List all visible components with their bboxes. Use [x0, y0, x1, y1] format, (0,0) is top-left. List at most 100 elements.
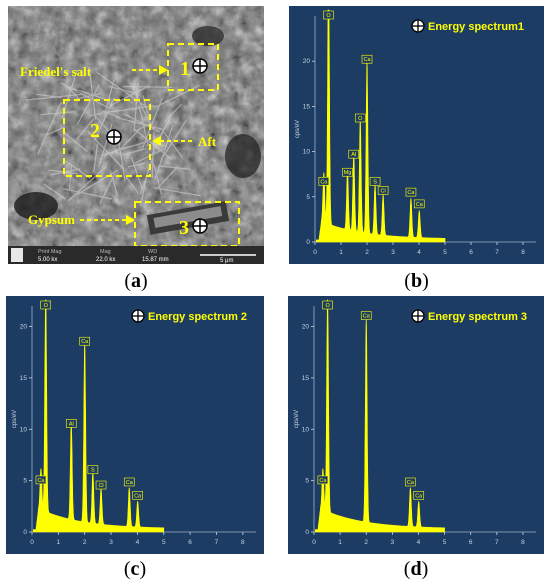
x-tick-label: 2	[83, 539, 87, 546]
x-tick-label: 8	[521, 539, 525, 546]
x-tick-label: 3	[391, 539, 395, 546]
x-tick-label: 6	[469, 249, 473, 256]
peak-label: Al	[348, 149, 360, 159]
y-tick-label: 15	[302, 375, 310, 382]
peak-label-box	[342, 167, 353, 177]
peak-label-text: Al	[69, 421, 74, 427]
sem-needle	[63, 83, 79, 98]
peak-label-box	[405, 477, 416, 487]
peak-label-box	[413, 199, 425, 209]
peak-label-text: Ca	[319, 478, 327, 484]
y-tick-label: 15	[20, 375, 28, 382]
sem-needle	[129, 81, 154, 130]
sem-needle	[88, 67, 97, 120]
y-tick-label: 10	[303, 149, 311, 156]
arrowhead-icon	[152, 136, 161, 146]
sem-needle	[114, 116, 163, 130]
peak-label-box	[132, 491, 143, 500]
peak-label-box	[323, 10, 334, 20]
peak-label: O	[323, 10, 334, 20]
sem-needle	[124, 113, 160, 133]
sem-databar	[8, 246, 264, 264]
y-tick-label: 5	[23, 478, 27, 485]
sem-needle	[133, 128, 173, 160]
spectrum-title-text: Energy spectrum1	[428, 21, 524, 33]
y-tick-label: 5	[305, 478, 309, 485]
peak-label-box	[360, 311, 372, 320]
instrument-logo-icon	[11, 248, 23, 262]
peak-label-text: Ca	[320, 179, 328, 185]
region-box-2	[63, 99, 151, 177]
peak-label-box	[95, 480, 107, 490]
scale-bar-label: 5 μm	[220, 258, 233, 264]
sem-needle	[77, 169, 118, 195]
peak-label: Al	[65, 419, 77, 428]
y-tick-label: 15	[303, 103, 311, 110]
peak-label: Ca	[413, 491, 425, 500]
sem-needle	[155, 167, 178, 190]
sem-needle	[140, 177, 147, 207]
peak-label-box	[361, 54, 373, 64]
spectrum-title-text: Energy spectrum 3	[428, 311, 527, 323]
peak-label-text: O	[44, 303, 49, 309]
spectrum-title: Energy spectrum 3	[411, 309, 527, 323]
spectrum-fill	[314, 299, 445, 533]
sem-needle	[67, 165, 108, 202]
spectrum-fill	[316, 9, 446, 243]
sem-needle	[37, 101, 62, 155]
peak-label-box	[354, 113, 366, 123]
sem-needle	[99, 173, 116, 204]
x-tick-label: 5	[443, 249, 447, 256]
x-tick-label: 7	[495, 249, 499, 256]
caption-b: (b)	[404, 270, 429, 292]
sem-micrograph: 1 2 3 Friedel's salt Aft Gypsum Print Ma…	[8, 6, 264, 264]
x-tick-label: 0	[312, 539, 316, 546]
peak-label-text: Al	[351, 152, 356, 158]
crosshair-icon	[192, 218, 208, 234]
databar-header-wd: WD	[148, 249, 157, 255]
sem-needle	[93, 97, 115, 141]
sem-pore	[192, 26, 224, 46]
peak-label: Cl	[377, 186, 389, 195]
peak-label-box	[348, 149, 360, 159]
x-tick-label: 3	[391, 249, 395, 256]
peak-label-text: Cl	[98, 483, 103, 489]
sem-needle	[36, 93, 62, 99]
sem-needle	[50, 168, 81, 176]
x-tick-label: 1	[339, 249, 343, 256]
sem-needle	[161, 119, 188, 160]
y-tick-label: 0	[305, 529, 309, 536]
spectrum-fill	[32, 299, 165, 533]
x-tick-label: 2	[364, 539, 368, 546]
sem-needle	[76, 118, 95, 140]
sem-needle	[130, 156, 143, 190]
x-tick-label: 7	[215, 539, 219, 546]
y-tick-label: 5	[306, 194, 310, 201]
peak-label-box	[369, 176, 381, 186]
x-tick-label: 1	[57, 539, 61, 546]
peak-label: Ca	[318, 176, 330, 186]
peak-label-text: S	[91, 468, 95, 474]
x-tick-label: 7	[495, 539, 499, 546]
sem-needle	[46, 126, 66, 136]
sem-pore	[14, 192, 58, 220]
peak-label-text: Mg	[344, 170, 352, 176]
peak-label: Ca	[361, 54, 373, 64]
x-tick-label: 8	[241, 539, 245, 546]
peak-label-box	[123, 477, 135, 487]
spectrum-chart-d: 0 1 2 3 4 5 6 7 8 0 5 10 15 20 cps/eV Ca O Ca Ca Ca Energy s…	[288, 296, 544, 554]
sem-needle	[40, 111, 75, 116]
annotation-friedels-salt: Friedel's salt	[20, 64, 92, 79]
peak-label: Ca	[79, 336, 91, 346]
x-tick-label: 0	[313, 249, 317, 256]
y-tick-label: 10	[302, 426, 310, 433]
peak-label: Ca	[413, 199, 425, 209]
peak-label-text: Ca	[363, 57, 371, 63]
peak-label: S	[369, 176, 381, 186]
crosshair-icon	[131, 309, 145, 323]
peak-label-box	[65, 419, 77, 428]
databar-header-mag: Mag	[100, 249, 111, 255]
x-tick-label: 6	[188, 539, 192, 546]
sem-needle	[153, 187, 202, 197]
